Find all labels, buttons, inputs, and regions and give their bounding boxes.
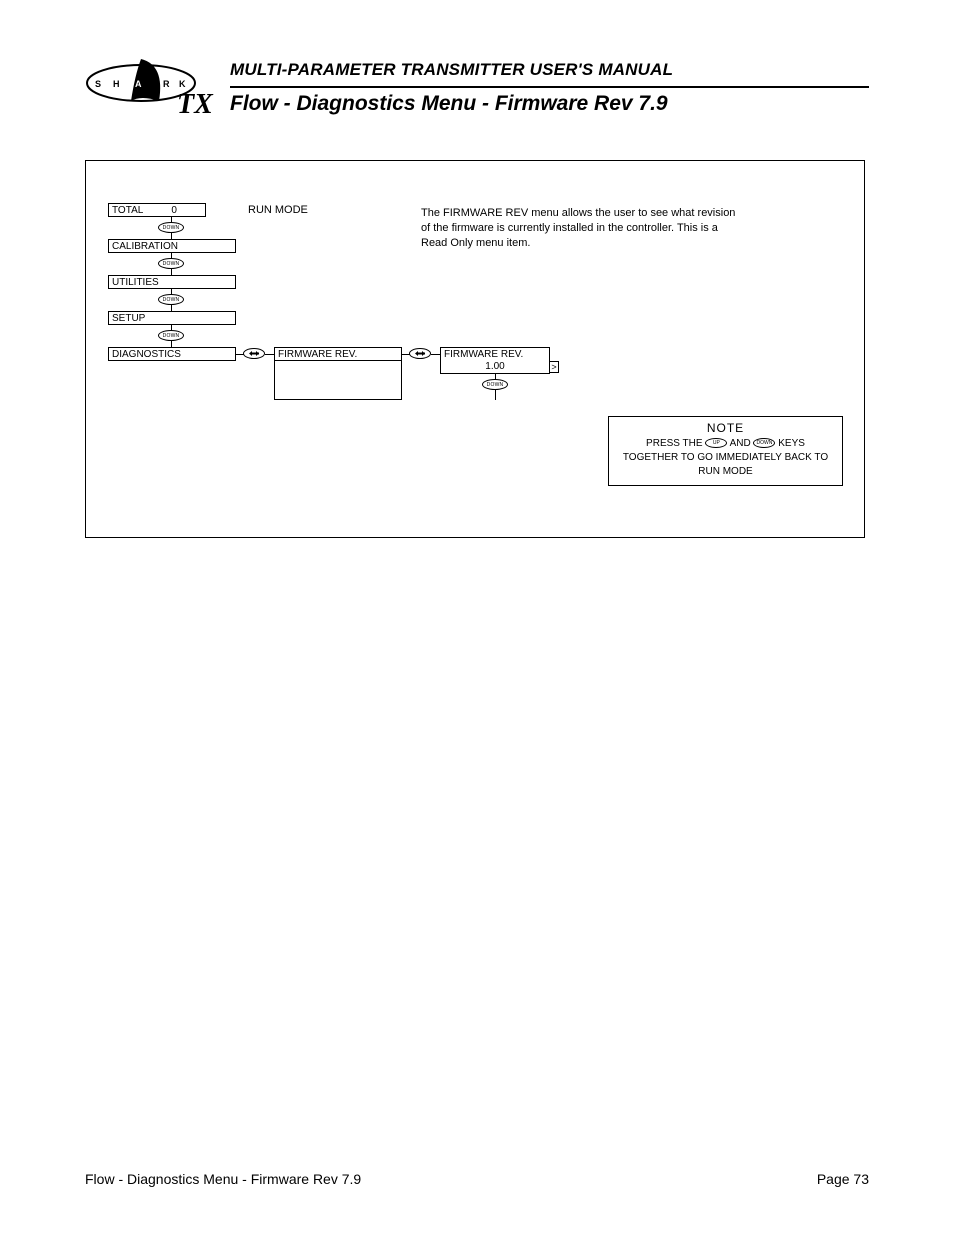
svg-text:S: S xyxy=(95,79,101,89)
shark-tx-logo: S H A R K TX xyxy=(85,55,215,125)
down-key-icon: DOWN xyxy=(158,330,184,341)
svg-text:K: K xyxy=(179,79,186,89)
menu-box-calibration: CALIBRATION xyxy=(108,239,236,253)
footer-right: Page 73 xyxy=(817,1171,869,1187)
menu-box-diagnostics: DIAGNOSTICS xyxy=(108,347,236,361)
svg-text:A: A xyxy=(135,79,142,89)
firmware-rev-box-2-line2: 1.00 xyxy=(440,360,550,374)
menu-value: 0 xyxy=(171,204,177,217)
up-key-icon: UP xyxy=(705,438,727,448)
down-key-icon: DOWN xyxy=(482,379,508,390)
menu-label: TOTAL xyxy=(112,204,143,217)
run-mode-label: RUN MODE xyxy=(248,204,308,216)
note-line-1: PRESS THE UP AND DOWN KEYS xyxy=(613,437,838,451)
footer-left: Flow - Diagnostics Menu - Firmware Rev 7… xyxy=(85,1171,361,1187)
connector xyxy=(265,354,274,355)
down-key-icon: DOWN xyxy=(158,294,184,305)
down-key-icon: DOWN xyxy=(158,222,184,233)
page-header: S H A R K TX MULTI-PARAMETER TRANSMITTER… xyxy=(85,60,869,130)
note-line-3: RUN MODE xyxy=(613,465,838,479)
menu-label: UTILITIES xyxy=(112,276,159,289)
box-label: FIRMWARE REV. xyxy=(444,348,523,361)
note-title: NOTE xyxy=(613,421,838,435)
enter-key-icon xyxy=(243,348,265,359)
menu-box-utilities: UTILITIES xyxy=(108,275,236,289)
note-box: NOTE PRESS THE UP AND DOWN KEYS TOGETHER… xyxy=(608,416,843,486)
firmware-rev-box-1-body xyxy=(274,360,402,400)
box-label: FIRMWARE REV. xyxy=(278,348,357,361)
down-key-icon: DOWN xyxy=(158,258,184,269)
firmware-rev-box-1: FIRMWARE REV. xyxy=(274,347,402,361)
svg-text:R: R xyxy=(163,79,170,89)
right-arrow-icon: > xyxy=(549,361,559,373)
section-title: Flow - Diagnostics Menu - Firmware Rev 7… xyxy=(230,92,869,116)
menu-label: CALIBRATION xyxy=(112,240,178,253)
header-rule xyxy=(230,86,869,88)
connector xyxy=(431,354,440,355)
manual-title: MULTI-PARAMETER TRANSMITTER USER'S MANUA… xyxy=(230,60,869,84)
box-value: 1.00 xyxy=(485,360,504,373)
spacer xyxy=(440,400,550,401)
connector xyxy=(495,390,496,400)
menu-label: DIAGNOSTICS xyxy=(112,348,181,361)
menu-box-total: TOTAL 0 xyxy=(108,203,206,217)
menu-label: SETUP xyxy=(112,312,145,325)
firmware-rev-box-2-line1: FIRMWARE REV. xyxy=(440,347,550,361)
svg-text:TX: TX xyxy=(177,89,214,120)
svg-text:H: H xyxy=(113,79,120,89)
menu-diagram: TOTAL 0 DOWN CALIBRATION DOWN UTILITIES … xyxy=(85,160,865,538)
menu-box-setup: SETUP xyxy=(108,311,236,325)
description-paragraph: The FIRMWARE REV menu allows the user to… xyxy=(421,206,741,251)
enter-key-icon xyxy=(409,348,431,359)
down-key-icon: DOWN xyxy=(753,438,775,448)
page-footer: Flow - Diagnostics Menu - Firmware Rev 7… xyxy=(85,1171,869,1187)
note-line-2: TOGETHER TO GO IMMEDIATELY BACK TO xyxy=(613,451,838,465)
